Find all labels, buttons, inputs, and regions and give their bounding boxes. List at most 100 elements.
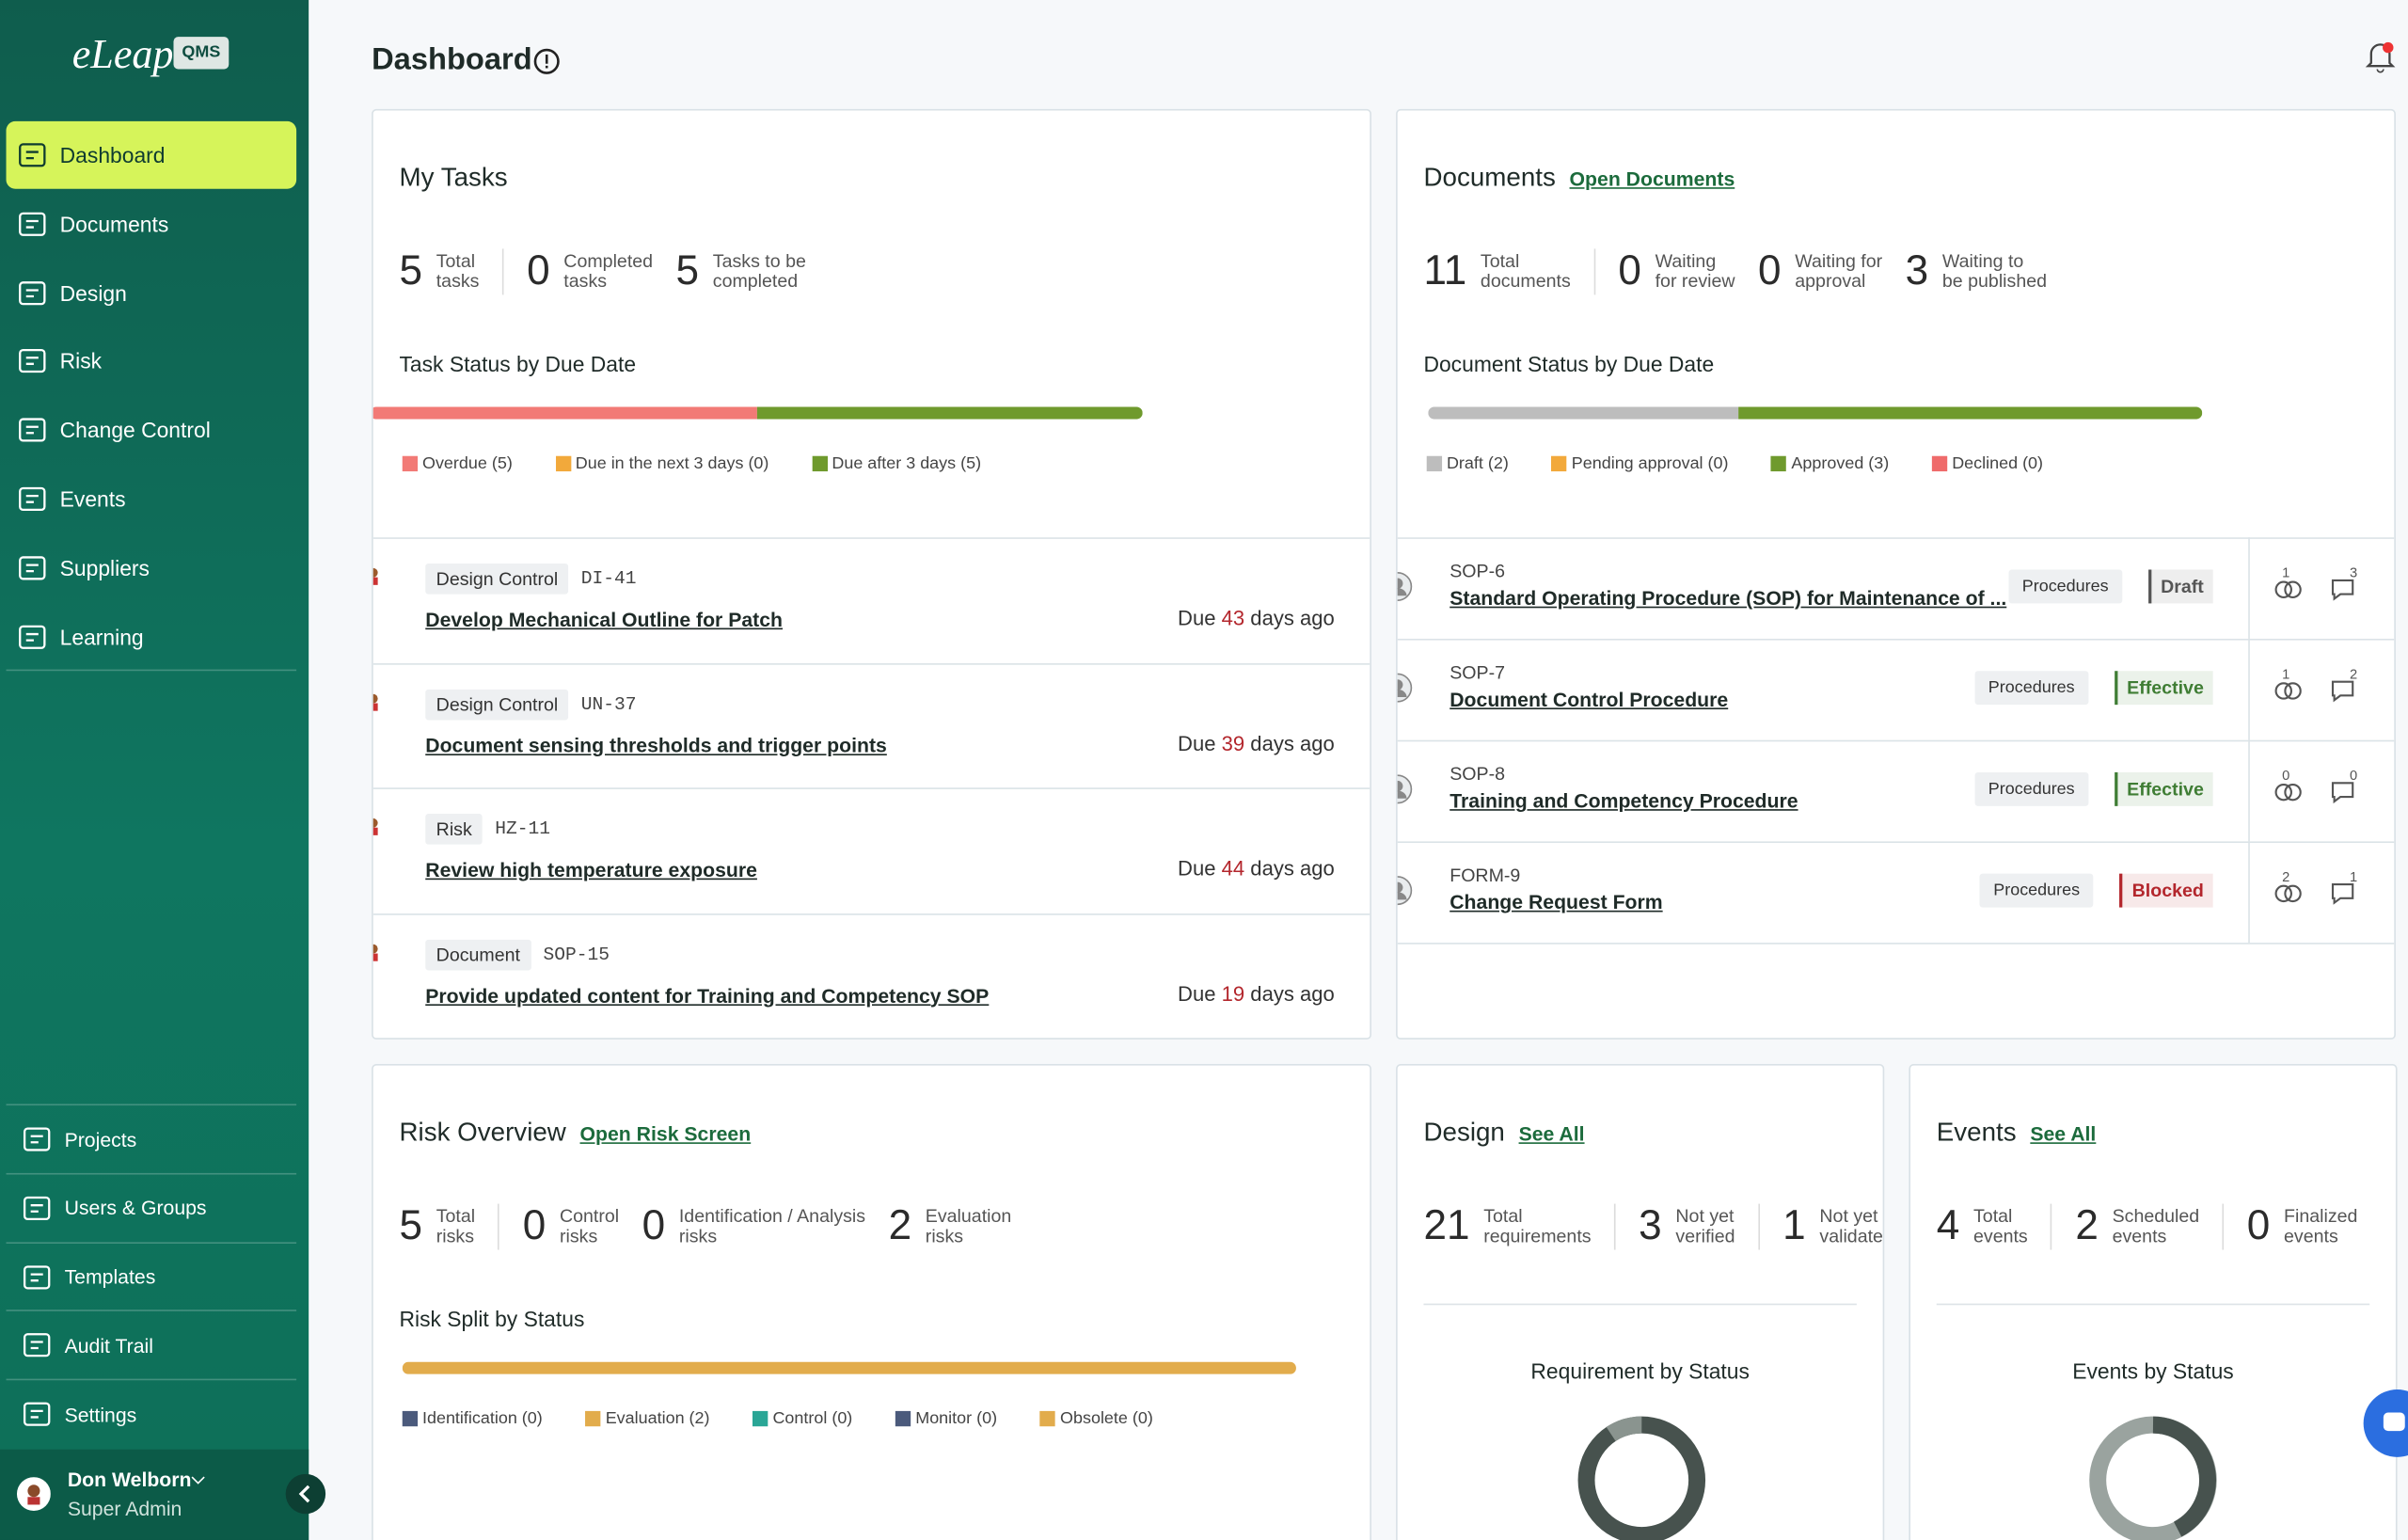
nav-item[interactable]: Audit Trail [7, 1311, 297, 1379]
nav-icon-wrap [7, 346, 60, 377]
nav-item[interactable]: Change Control [7, 396, 297, 464]
card-title: Events See All [1937, 1118, 2097, 1149]
doc-link-count[interactable]: 0 [2273, 768, 2306, 807]
doc-comment-count[interactable]: 1 [2330, 869, 2364, 909]
nav-item[interactable]: Settings [7, 1381, 297, 1449]
nav-item[interactable]: Templates [7, 1243, 297, 1310]
doc-comment-count[interactable]: 3 [2330, 565, 2364, 605]
doc-title[interactable]: Training and Competency Procedure [1450, 788, 1798, 813]
status-bar [402, 1361, 1296, 1374]
owner-avatar-wrap [1397, 774, 1413, 813]
stat-value: 3 [1639, 1201, 1662, 1248]
nav-icon [19, 212, 46, 236]
bar-segment [756, 406, 1143, 420]
legend: Draft (2) Pending approval (0) Approved (3… [1426, 454, 2086, 473]
task-title[interactable]: Document sensing thresholds and trigger … [425, 733, 887, 756]
nav-icon-wrap [7, 552, 60, 583]
stat: 4 Total events [1937, 1202, 2028, 1250]
info-icon[interactable] [533, 48, 561, 75]
card-title-text: Events [1936, 1118, 2017, 1148]
stat-value: 5 [675, 246, 700, 294]
stat-value: 0 [1618, 246, 1641, 294]
stat-label-line: documents [1480, 269, 1571, 292]
doc-title[interactable]: Document Control Procedure [1450, 688, 1729, 711]
nav-item[interactable]: Suppliers [7, 534, 297, 602]
legend-label: Evaluation (2) [605, 1409, 710, 1428]
nav-item[interactable]: Documents [7, 190, 297, 258]
legend-item: Pending approval (0) [1551, 454, 1728, 473]
doc-comment-count[interactable]: 2 [2330, 666, 2364, 706]
nav-item[interactable]: Events [7, 466, 297, 533]
nav-item[interactable]: Risk [7, 327, 297, 395]
task-title[interactable]: Provide updated content for Training and… [425, 983, 990, 1007]
legend-swatch [895, 1410, 911, 1427]
stat-value: 21 [1423, 1201, 1470, 1248]
task-code: SOP-15 [543, 943, 610, 965]
card-link[interactable]: See All [1518, 1122, 1585, 1146]
doc-code: SOP-7 [1450, 661, 1506, 684]
stat-label-line: Control [559, 1204, 620, 1227]
stat-label-line: Not yet [1819, 1204, 1878, 1227]
chat-launcher[interactable] [2362, 1388, 2408, 1458]
nav-icon [23, 1333, 51, 1357]
doc-comment-count[interactable]: 0 [2330, 768, 2364, 807]
nav-icon [19, 280, 46, 305]
doc-status: Draft [2148, 569, 2213, 604]
nav-item[interactable]: Projects [7, 1105, 297, 1173]
user-menu-caret[interactable] [190, 1475, 205, 1484]
card-title: My Tasks [399, 163, 508, 193]
task-title[interactable]: Review high temperature exposure [425, 858, 757, 881]
nav-icon-wrap [10, 1193, 64, 1224]
nav-label: Documents [59, 211, 169, 237]
nav-item[interactable]: Users & Groups [7, 1174, 297, 1242]
task-title[interactable]: Develop Mechanical Outline for Patch [425, 608, 784, 631]
nav-icon [19, 486, 46, 511]
notification-bell[interactable] [2365, 40, 2396, 73]
collapse-button[interactable] [284, 1472, 327, 1516]
comment-icon-wrap [2330, 675, 2357, 711]
legend-label: Declined (0) [1952, 454, 2044, 473]
doc-title[interactable]: Change Request Form [1450, 890, 1663, 914]
comment-icon-wrap [2330, 777, 2357, 813]
link-icon-wrap [2273, 777, 2304, 813]
doc-link-count[interactable]: 2 [2273, 869, 2306, 909]
stat: 3 Not yet verified [1639, 1202, 1735, 1250]
nav-icon [19, 143, 46, 167]
row-divider [372, 662, 1370, 664]
card-link[interactable]: See All [2030, 1122, 2097, 1146]
stat-label: Identification / Analysis risks [679, 1205, 865, 1246]
doc-link-count[interactable]: 1 [2273, 565, 2306, 605]
due-prefix: Due [1178, 606, 1216, 630]
user-name[interactable]: Don Welborn [67, 1468, 192, 1491]
doc-tags: Procedures Blocked [1979, 873, 2213, 908]
doc-tags: Procedures Effective [1974, 671, 2213, 706]
stat-label: Evaluation risks [926, 1205, 1012, 1246]
task-due: Due 19 days ago [1178, 982, 1335, 1005]
stat-divider [501, 247, 504, 294]
stat-value: 11 [1423, 246, 1467, 294]
row-divider [1397, 841, 2395, 844]
stats-row: 5 Total tasks 0 Completed tasks 5 Tasks to be co… [399, 247, 829, 295]
doc-link-count[interactable]: 1 [2273, 666, 2306, 706]
comment-icon [2331, 782, 2354, 804]
row-divider [1397, 638, 2395, 641]
nav-label: Audit Trail [64, 1334, 153, 1357]
nav-item[interactable]: Design [7, 259, 297, 326]
nav-item[interactable]: Dashboard [6, 120, 297, 189]
legend-item: Monitor (0) [895, 1409, 997, 1428]
task-code: DI-41 [580, 567, 637, 590]
task-code: HZ-11 [495, 818, 551, 840]
stat-label-line: for review [1655, 269, 1735, 292]
nav-item[interactable]: Learning [7, 603, 297, 671]
card-link[interactable]: Open Risk Screen [579, 1122, 752, 1146]
legend-label: Overdue (5) [421, 454, 513, 473]
stat-value: 4 [1936, 1201, 1960, 1248]
card-link[interactable]: Open Documents [1569, 167, 1735, 191]
divider [1423, 1303, 1857, 1306]
stat: 11 Total documents [1423, 247, 1570, 295]
doc-title[interactable]: Standard Operating Procedure (SOP) for M… [1450, 586, 2007, 610]
legend-swatch [555, 455, 571, 472]
task-tag: Risk [425, 814, 483, 845]
task-due: Due 44 days ago [1178, 857, 1335, 880]
